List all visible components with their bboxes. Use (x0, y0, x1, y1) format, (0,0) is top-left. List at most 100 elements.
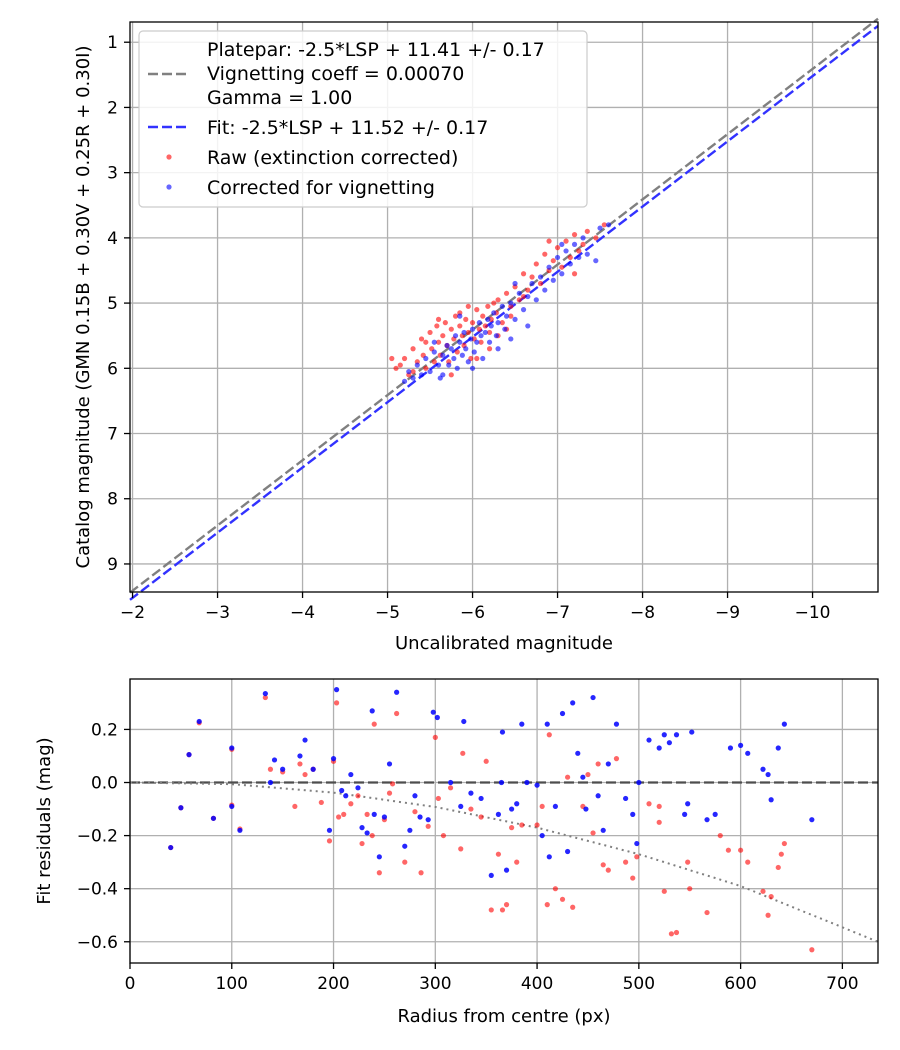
raw-point (418, 336, 425, 342)
corrected-residual-point (682, 811, 688, 817)
corrected-residual-point (673, 732, 680, 738)
top-y-tick-label: 3 (107, 164, 118, 184)
corrected-point (597, 225, 603, 231)
corrected-point (457, 339, 463, 345)
raw-point (474, 355, 480, 362)
corrected-point (465, 359, 471, 365)
raw-residual-point (646, 801, 652, 807)
corrected-point (508, 336, 514, 342)
corrected-point (418, 372, 425, 378)
corrected-residual-point (468, 790, 474, 796)
corrected-residual-point (600, 827, 606, 833)
corrected-point (461, 329, 467, 336)
raw-point (486, 346, 493, 352)
corrected-residual-point (425, 817, 431, 823)
corrected-residual-point (595, 793, 601, 799)
raw-residual-point (468, 806, 474, 812)
corrected-point (474, 339, 480, 345)
corrected-point (440, 372, 446, 378)
bottom-y-tick-label: 0.0 (91, 774, 118, 794)
corrected-residual-point (407, 827, 413, 833)
corrected-residual-point (552, 803, 558, 810)
corrected-residual-point (302, 737, 308, 743)
corrected-point (431, 349, 437, 355)
corrected-residual-point (499, 729, 506, 735)
corrected-point (454, 365, 460, 371)
corrected-point (508, 300, 514, 306)
raw-point (495, 297, 501, 303)
corrected-residual-point (583, 806, 589, 812)
corrected-residual-point (534, 782, 540, 788)
residuals-plot: 0 100 200 300 400 500 600 700 0.2 0.0 −0.2 −0.4 −0.6… (34, 678, 879, 1027)
corrected-residual-point (417, 814, 423, 820)
corrected-residual-point (376, 854, 382, 860)
corrected-residual-point (636, 779, 642, 786)
raw-residual-point (326, 838, 333, 844)
corrected-point (520, 307, 527, 313)
raw-residual-point (605, 867, 611, 873)
raw-point (491, 300, 497, 306)
bottom-axis-ticks: 0 100 200 300 400 500 600 700 0.2 0.0 −0.2 −0.4 −0.6 (77, 720, 859, 994)
raw-residual-point (386, 790, 393, 796)
corrected-residual-point (514, 801, 520, 807)
raw-residual-point (341, 811, 347, 817)
corrected-residual-point (539, 832, 545, 839)
legend-gamma-label: Gamma = 1.00 (207, 87, 352, 109)
raw-point (465, 329, 471, 336)
top-axis-ticks: −2 −3 −4 −5 −6 −7 −8 −9 −10 1 2 3 4 5 6 7 8 9 (107, 33, 830, 623)
corrected-residual-point (386, 761, 393, 767)
corrected-point (401, 378, 408, 384)
raw-residual-point (590, 830, 596, 836)
raw-point (474, 307, 480, 313)
raw-residual-point (318, 799, 324, 806)
raw-point (499, 320, 505, 326)
raw-residual-point (297, 761, 303, 767)
corrected-residual-point (196, 718, 202, 725)
raw-point (454, 349, 460, 355)
corrected-point (480, 355, 486, 362)
corrected-residual-point (765, 771, 771, 778)
corrected-residual-point (430, 709, 436, 715)
corrected-point (512, 280, 518, 287)
raw-residual-point (302, 771, 308, 778)
raw-residual-point (585, 771, 591, 778)
raw-residual-point (376, 870, 382, 876)
raw-residual-point (394, 710, 400, 717)
raw-point (508, 313, 514, 319)
corrected-point (463, 346, 469, 352)
raw-point (397, 362, 403, 368)
corrected-residual-point (371, 811, 377, 817)
top-x-tick-label: −6 (460, 603, 485, 623)
raw-residual-point (717, 832, 723, 839)
raw-point (601, 222, 607, 228)
raw-point (431, 359, 437, 365)
raw-point (410, 368, 416, 375)
raw-residual-point (768, 894, 774, 900)
corrected-point (459, 352, 465, 358)
corrected-point (414, 362, 420, 368)
raw-point (580, 241, 586, 247)
top-y-tick-label: 8 (107, 490, 118, 510)
corrected-point (451, 355, 457, 362)
corrected-residual-point (458, 803, 464, 810)
corrected-residual-point (661, 732, 667, 738)
corrected-point (576, 254, 582, 261)
raw-residual-point (539, 803, 545, 810)
corrected-point (593, 258, 599, 264)
bottom-x-tick-label: 300 (419, 974, 451, 994)
raw-residual-point (809, 947, 815, 953)
corrected-residual-point (704, 817, 710, 823)
bottom-x-tick-label: 400 (521, 974, 553, 994)
raw-residual-point (488, 907, 494, 913)
corrected-point (495, 346, 501, 352)
legend-vignetting-label: Vignetting coeff = 0.00070 (207, 63, 464, 85)
raw-point (563, 238, 569, 244)
corrected-residual-point (503, 867, 510, 873)
legend-corrected-label: Corrected for vignetting (207, 177, 435, 199)
corrected-residual-point (646, 737, 652, 743)
bottom-x-tick-label: 100 (216, 974, 248, 994)
raw-residual-point (292, 803, 298, 810)
raw-residual-point (673, 929, 680, 936)
top-y-tick-label: 1 (107, 33, 118, 53)
raw-point (576, 248, 582, 254)
